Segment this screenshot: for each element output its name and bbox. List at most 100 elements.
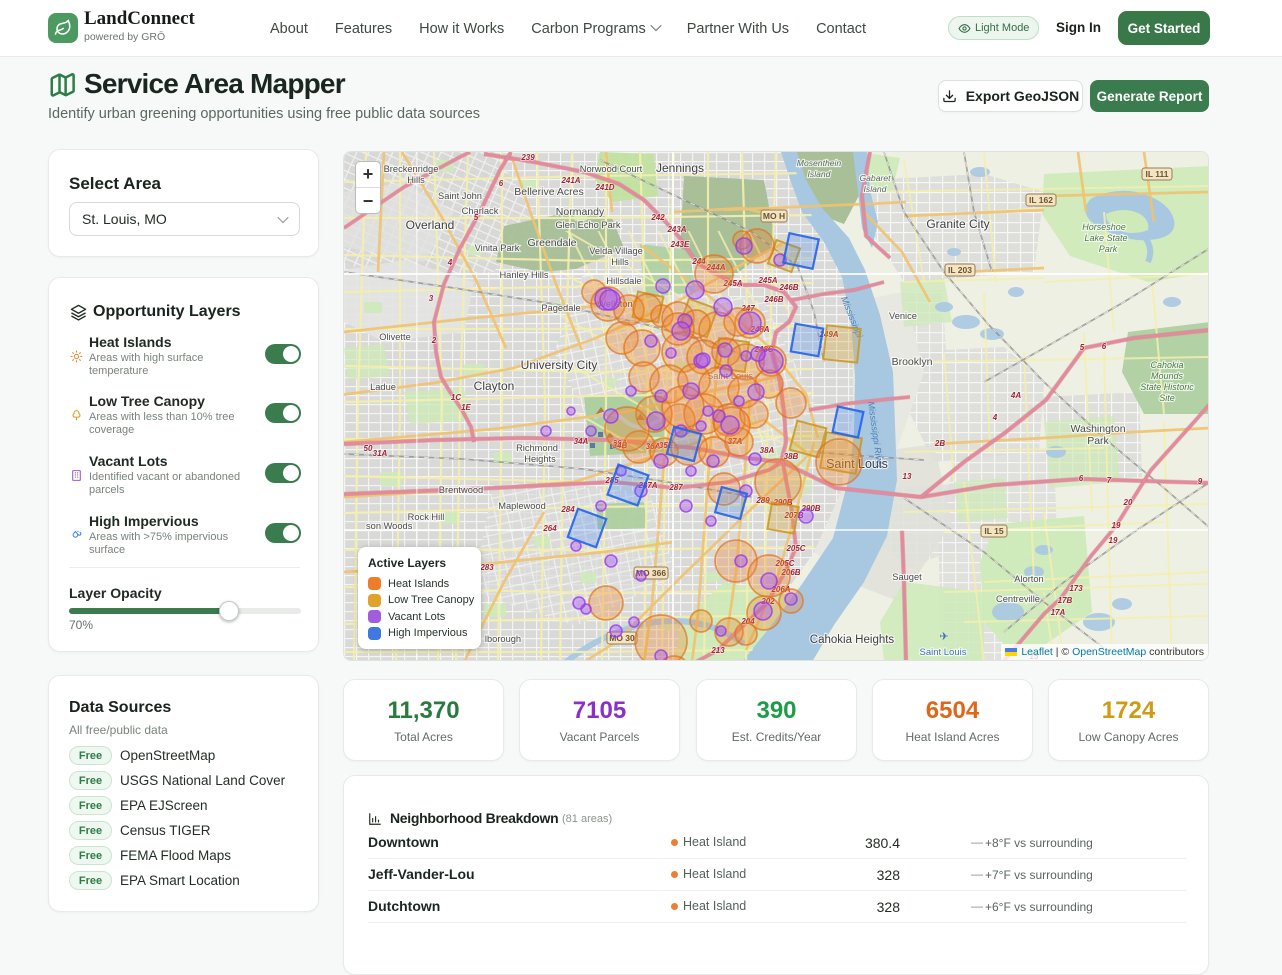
svg-text:Vinita Park: Vinita Park bbox=[475, 243, 520, 253]
svg-text:243E: 243E bbox=[670, 240, 690, 249]
svg-text:249A: 249A bbox=[818, 330, 838, 339]
svg-text:206B: 206B bbox=[780, 568, 800, 577]
svg-text:290B: 290B bbox=[800, 504, 820, 513]
svg-text:36A: 36A bbox=[646, 442, 661, 451]
svg-text:2B: 2B bbox=[934, 439, 945, 448]
svg-text:13: 13 bbox=[903, 472, 912, 481]
svg-text:4: 4 bbox=[992, 413, 998, 422]
svg-text:Velda Village: Velda Village bbox=[589, 246, 643, 256]
svg-text:✈: ✈ bbox=[939, 631, 948, 643]
svg-text:284: 284 bbox=[560, 505, 575, 514]
svg-text:37A: 37A bbox=[728, 437, 743, 446]
svg-text:Glen Echo Park: Glen Echo Park bbox=[555, 220, 620, 230]
svg-text:241A: 241A bbox=[560, 176, 580, 185]
svg-text:Clayton: Clayton bbox=[474, 379, 515, 393]
svg-text:Saint John: Saint John bbox=[438, 191, 482, 201]
svg-text:204: 204 bbox=[740, 617, 755, 626]
svg-text:202: 202 bbox=[760, 597, 775, 606]
svg-text:242: 242 bbox=[650, 213, 665, 222]
svg-text:4: 4 bbox=[447, 258, 453, 267]
svg-text:9: 9 bbox=[1198, 477, 1203, 486]
svg-text:Richmond: Richmond bbox=[516, 443, 558, 453]
svg-text:son Woods: son Woods bbox=[366, 521, 413, 531]
svg-text:290B: 290B bbox=[772, 498, 792, 507]
svg-text:Greendale: Greendale bbox=[527, 237, 576, 249]
svg-text:19: 19 bbox=[1109, 536, 1118, 545]
svg-text:Saint Louis: Saint Louis bbox=[919, 647, 966, 658]
svg-text:243A: 243A bbox=[666, 225, 686, 234]
svg-text:Centreville: Centreville bbox=[996, 594, 1040, 604]
svg-text:4A: 4A bbox=[1010, 391, 1021, 400]
svg-text:Hills: Hills bbox=[407, 175, 425, 185]
svg-text:5: 5 bbox=[474, 213, 479, 222]
svg-text:Granite City: Granite City bbox=[926, 217, 989, 231]
svg-text:36A: 36A bbox=[613, 439, 628, 448]
svg-text:Island: Island bbox=[808, 169, 831, 179]
svg-text:Venice: Venice bbox=[889, 311, 917, 321]
svg-text:MO 366: MO 366 bbox=[636, 568, 667, 578]
svg-text:38A: 38A bbox=[760, 446, 775, 455]
svg-text:3: 3 bbox=[429, 294, 434, 303]
svg-text:205C: 205C bbox=[774, 559, 794, 568]
svg-text:34B: 34B bbox=[613, 441, 628, 450]
svg-text:206A: 206A bbox=[770, 585, 790, 594]
svg-text:38B: 38B bbox=[784, 452, 799, 461]
svg-text:Alorton: Alorton bbox=[1014, 574, 1043, 584]
svg-text:239: 239 bbox=[520, 153, 535, 162]
svg-text:Park: Park bbox=[1099, 244, 1118, 254]
svg-text:Heights: Heights bbox=[524, 454, 556, 464]
svg-text:34A: 34A bbox=[574, 437, 589, 446]
svg-text:Rock Hill: Rock Hill bbox=[408, 512, 445, 522]
svg-text:Cahokia: Cahokia bbox=[1150, 360, 1183, 370]
svg-text:University City: University City bbox=[521, 358, 598, 372]
svg-text:Normandy: Normandy bbox=[556, 206, 605, 218]
svg-text:Overland: Overland bbox=[406, 218, 455, 232]
svg-text:Lake State: Lake State bbox=[1084, 233, 1127, 243]
svg-text:2: 2 bbox=[431, 336, 437, 345]
svg-text:Island: Island bbox=[864, 184, 887, 194]
svg-text:245A: 245A bbox=[757, 276, 777, 285]
svg-text:1E: 1E bbox=[461, 403, 471, 412]
svg-text:Bellerive Acres: Bellerive Acres bbox=[514, 186, 583, 198]
svg-text:Hanley Hills: Hanley Hills bbox=[499, 270, 548, 280]
svg-text:6: 6 bbox=[499, 179, 504, 188]
svg-text:5: 5 bbox=[1080, 343, 1085, 352]
svg-text:Brooklyn: Brooklyn bbox=[892, 356, 933, 368]
svg-text:264: 264 bbox=[542, 524, 557, 533]
svg-text:6: 6 bbox=[1079, 474, 1084, 483]
svg-text:31A: 31A bbox=[373, 449, 388, 458]
svg-text:17A: 17A bbox=[1051, 608, 1066, 617]
svg-text:241D: 241D bbox=[594, 183, 614, 192]
svg-text:Maplewood: Maplewood bbox=[498, 501, 546, 511]
svg-text:35E: 35E bbox=[659, 441, 674, 450]
svg-text:1C: 1C bbox=[451, 393, 461, 402]
svg-text:Sauget: Sauget bbox=[892, 572, 922, 582]
svg-text:Jennings: Jennings bbox=[656, 161, 704, 175]
svg-text:Hills: Hills bbox=[611, 257, 629, 267]
svg-text:IL 162: IL 162 bbox=[1029, 195, 1053, 205]
svg-text:Ladue: Ladue bbox=[370, 382, 396, 392]
svg-text:Norwood Court: Norwood Court bbox=[580, 164, 643, 174]
svg-text:MO 30: MO 30 bbox=[609, 633, 635, 643]
svg-text:50: 50 bbox=[364, 444, 373, 453]
svg-text:State Historic: State Historic bbox=[1140, 382, 1194, 392]
svg-text:246B: 246B bbox=[778, 283, 798, 292]
svg-text:IL 15: IL 15 bbox=[984, 526, 1003, 536]
svg-text:Mounds: Mounds bbox=[1151, 371, 1184, 381]
svg-text:Brentwood: Brentwood bbox=[439, 485, 483, 495]
svg-text:Gabaret: Gabaret bbox=[859, 173, 891, 183]
svg-text:173: 173 bbox=[1069, 584, 1083, 593]
svg-text:IL 111: IL 111 bbox=[1145, 169, 1168, 179]
svg-text:17B: 17B bbox=[1058, 596, 1073, 605]
svg-text:Charlack: Charlack bbox=[462, 206, 499, 216]
svg-text:19: 19 bbox=[1112, 521, 1121, 530]
svg-text:244A: 244A bbox=[705, 263, 725, 272]
svg-text:213: 213 bbox=[710, 646, 725, 655]
svg-text:MO H: MO H bbox=[763, 211, 785, 221]
svg-text:Washington: Washington bbox=[1070, 423, 1125, 435]
svg-text:Horseshoe: Horseshoe bbox=[1082, 222, 1126, 232]
svg-text:207B: 207B bbox=[783, 511, 803, 520]
svg-text:283: 283 bbox=[479, 563, 494, 572]
svg-text:6: 6 bbox=[1102, 342, 1107, 351]
svg-text:Hillsdale: Hillsdale bbox=[606, 276, 641, 286]
